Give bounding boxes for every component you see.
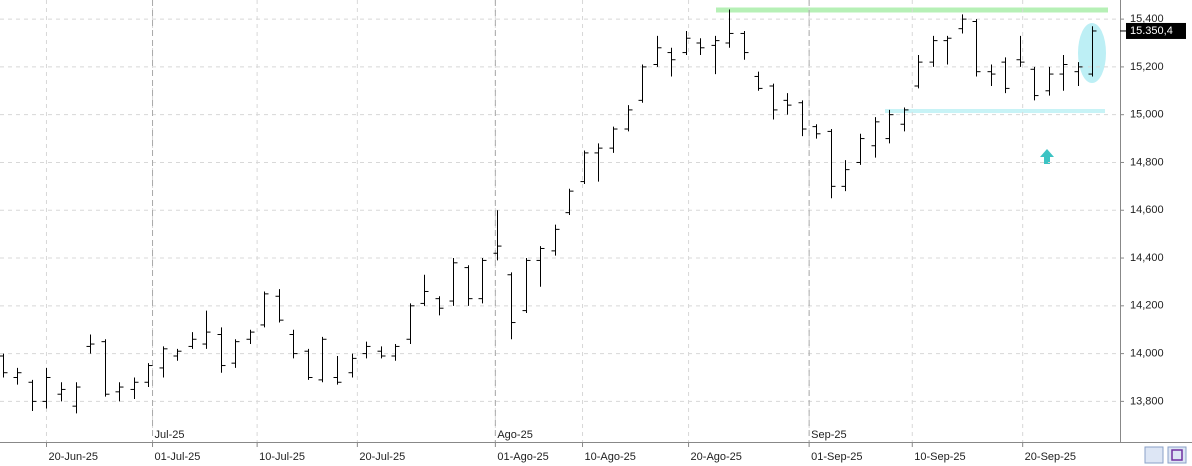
last-price-box (1126, 22, 1186, 39)
y-tick-label: 14,800 (1130, 156, 1164, 168)
y-tick-label: 14,400 (1130, 252, 1164, 264)
y-tick-label: 15,400 (1130, 13, 1164, 25)
x-tick-label: 01-Jul-25 (155, 451, 201, 463)
x-tick-label: 10-Jul-25 (259, 451, 305, 463)
zoom-button[interactable] (1144, 446, 1164, 464)
x-tick-label: 20-Jun-25 (48, 451, 98, 463)
x-tick-label: 10-Sep-25 (914, 451, 965, 463)
y-tick-label: 15,000 (1130, 109, 1164, 121)
y-tick-label: 14,200 (1130, 300, 1164, 312)
x-tick-label: 20-Sep-25 (1025, 451, 1076, 463)
y-tick-label: 13,800 (1130, 395, 1164, 407)
x-tick-label: 20-Ago-25 (691, 451, 742, 463)
x-tick-label: 10-Ago-25 (585, 451, 636, 463)
save-icon (1171, 449, 1183, 461)
month-label: Ago-25 (497, 429, 532, 441)
y-tick-label: 14,000 (1130, 348, 1164, 360)
month-label: Jul-25 (155, 429, 185, 441)
y-tick-label: 15,200 (1130, 61, 1164, 73)
y-tick-label: 14,600 (1130, 204, 1164, 216)
x-tick-label: 01-Sep-25 (811, 451, 862, 463)
x-tick-label: 01-Ago-25 (497, 451, 548, 463)
x-tick-label: 20-Jul-25 (359, 451, 405, 463)
month-label: Sep-25 (811, 429, 846, 441)
up-arrow (1040, 149, 1054, 164)
last-price-label: 15.350,4 (1130, 25, 1173, 37)
